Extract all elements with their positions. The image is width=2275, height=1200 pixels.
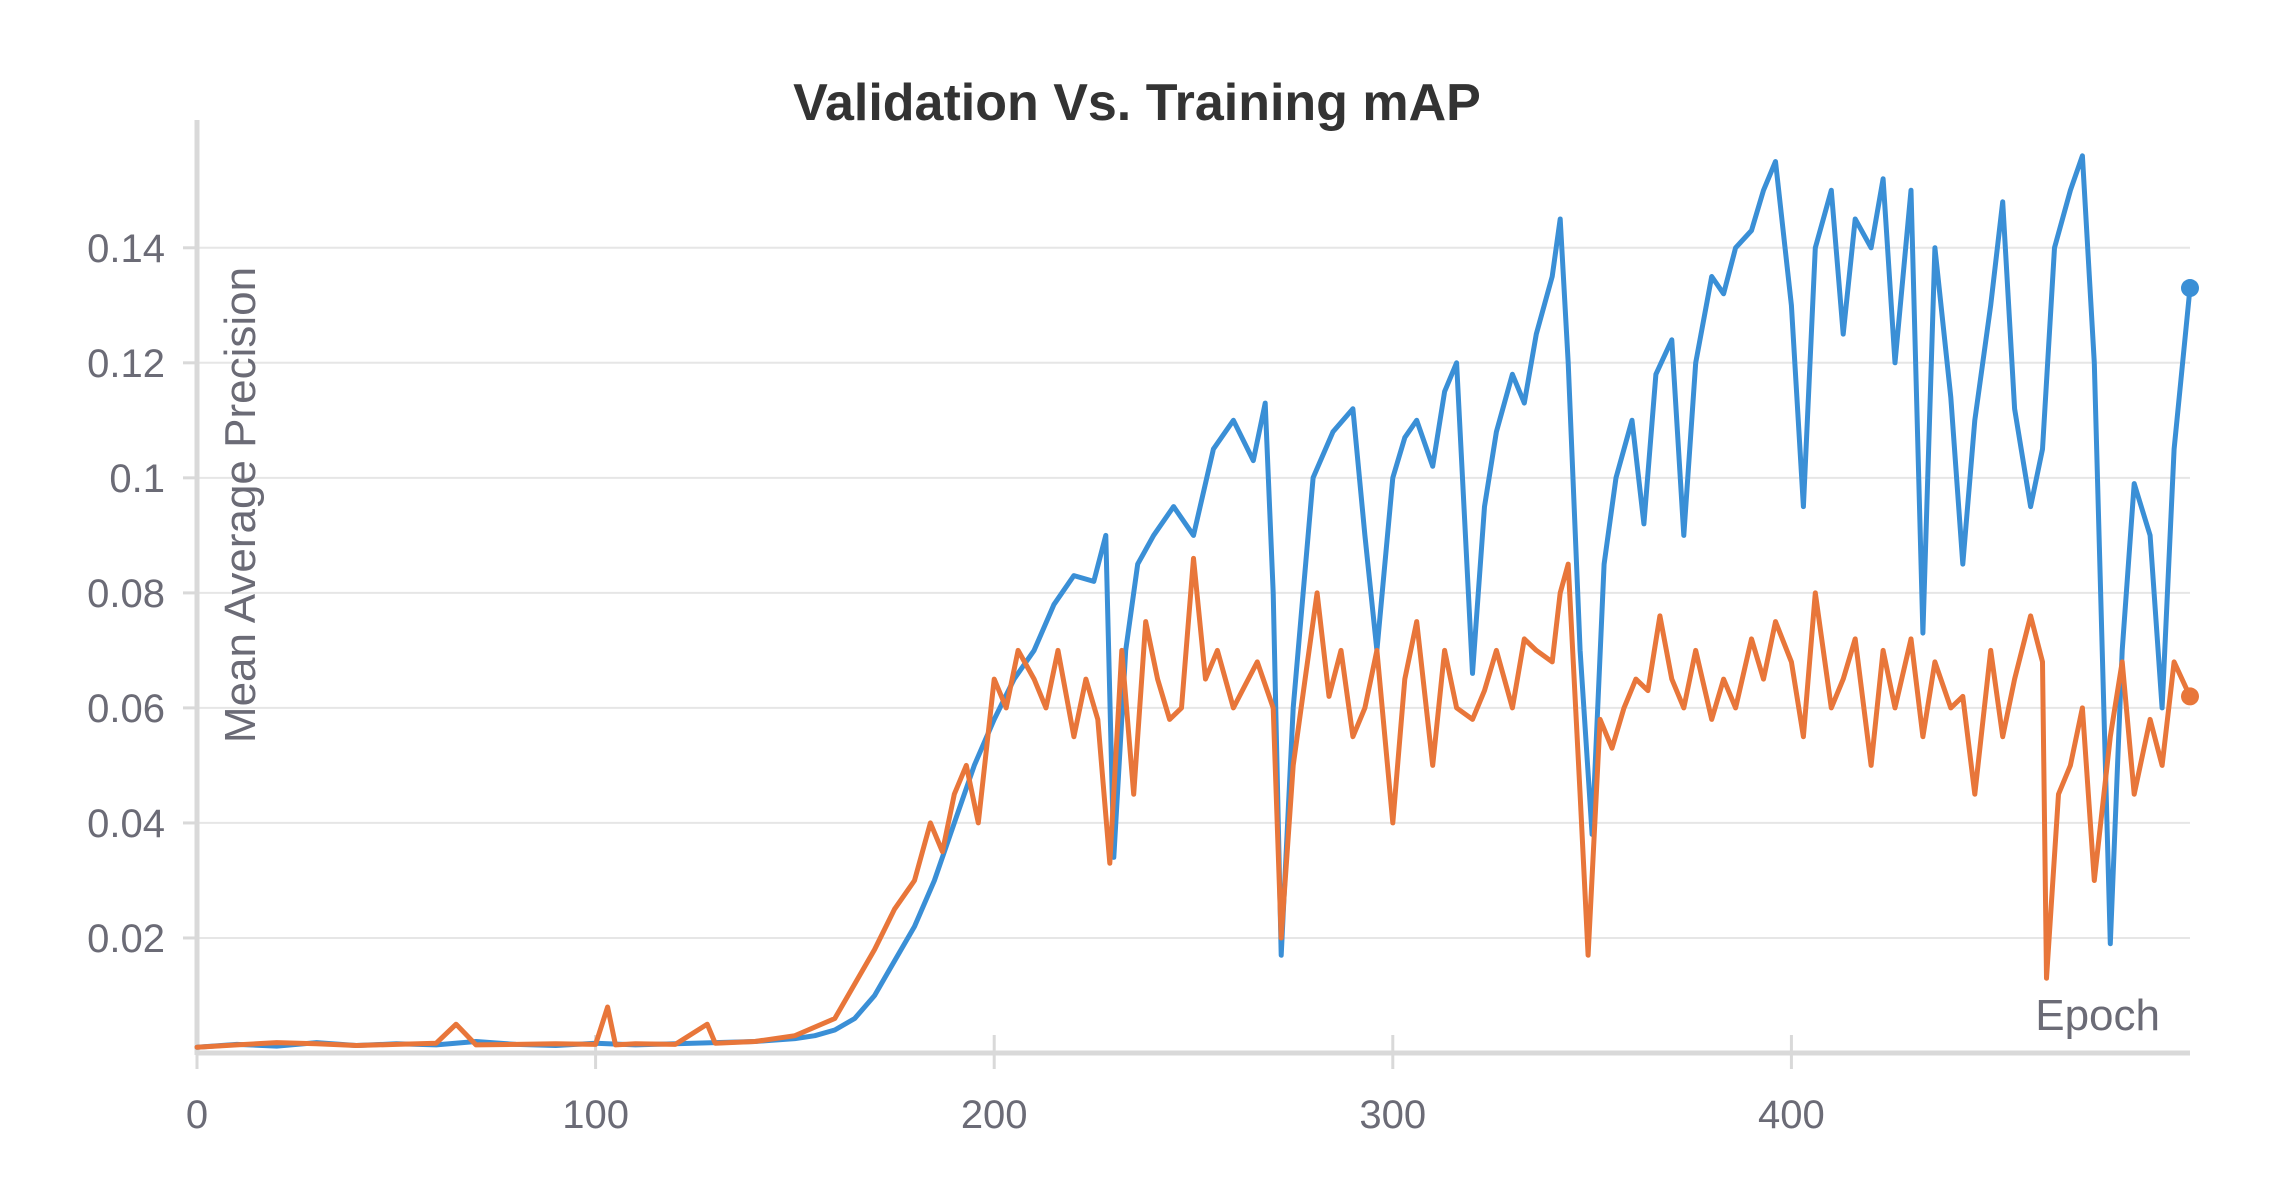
chart-title: Validation Vs. Training mAP [793, 74, 1481, 132]
y-tick-label: 0.04 [87, 802, 165, 846]
y-tick-label: 0.08 [87, 572, 165, 616]
axes [183, 120, 2190, 1069]
grid [197, 246, 2190, 939]
series-end-marker-1 [2181, 279, 2199, 298]
x-tick-label: 100 [562, 1093, 629, 1137]
y-tick-label: 0.14 [87, 227, 165, 271]
y-tick-label: 0.02 [87, 917, 165, 961]
tick-labels: 0.02 0.04 0.06 0.08 0.1 0.12 0.14 0 100 200 300 400 [87, 227, 1825, 1137]
series-end-marker-2 [2181, 687, 2199, 706]
series-lines [194, 153, 2199, 1050]
x-tick-label: 300 [1359, 1093, 1426, 1137]
y-axis-title: Mean Average Precision [216, 267, 265, 743]
x-tick-label: 400 [1758, 1093, 1825, 1137]
x-axis-title: Epoch [2035, 991, 2160, 1040]
x-tick-label: 200 [961, 1093, 1028, 1137]
y-tick-label: 0.06 [87, 687, 165, 731]
series-line-2 [194, 555, 2193, 1050]
series-line-1 [194, 153, 2193, 1050]
x-tick-label: 0 [186, 1093, 208, 1137]
y-tick-label: 0.12 [87, 342, 165, 386]
y-tick-label: 0.1 [109, 457, 165, 501]
